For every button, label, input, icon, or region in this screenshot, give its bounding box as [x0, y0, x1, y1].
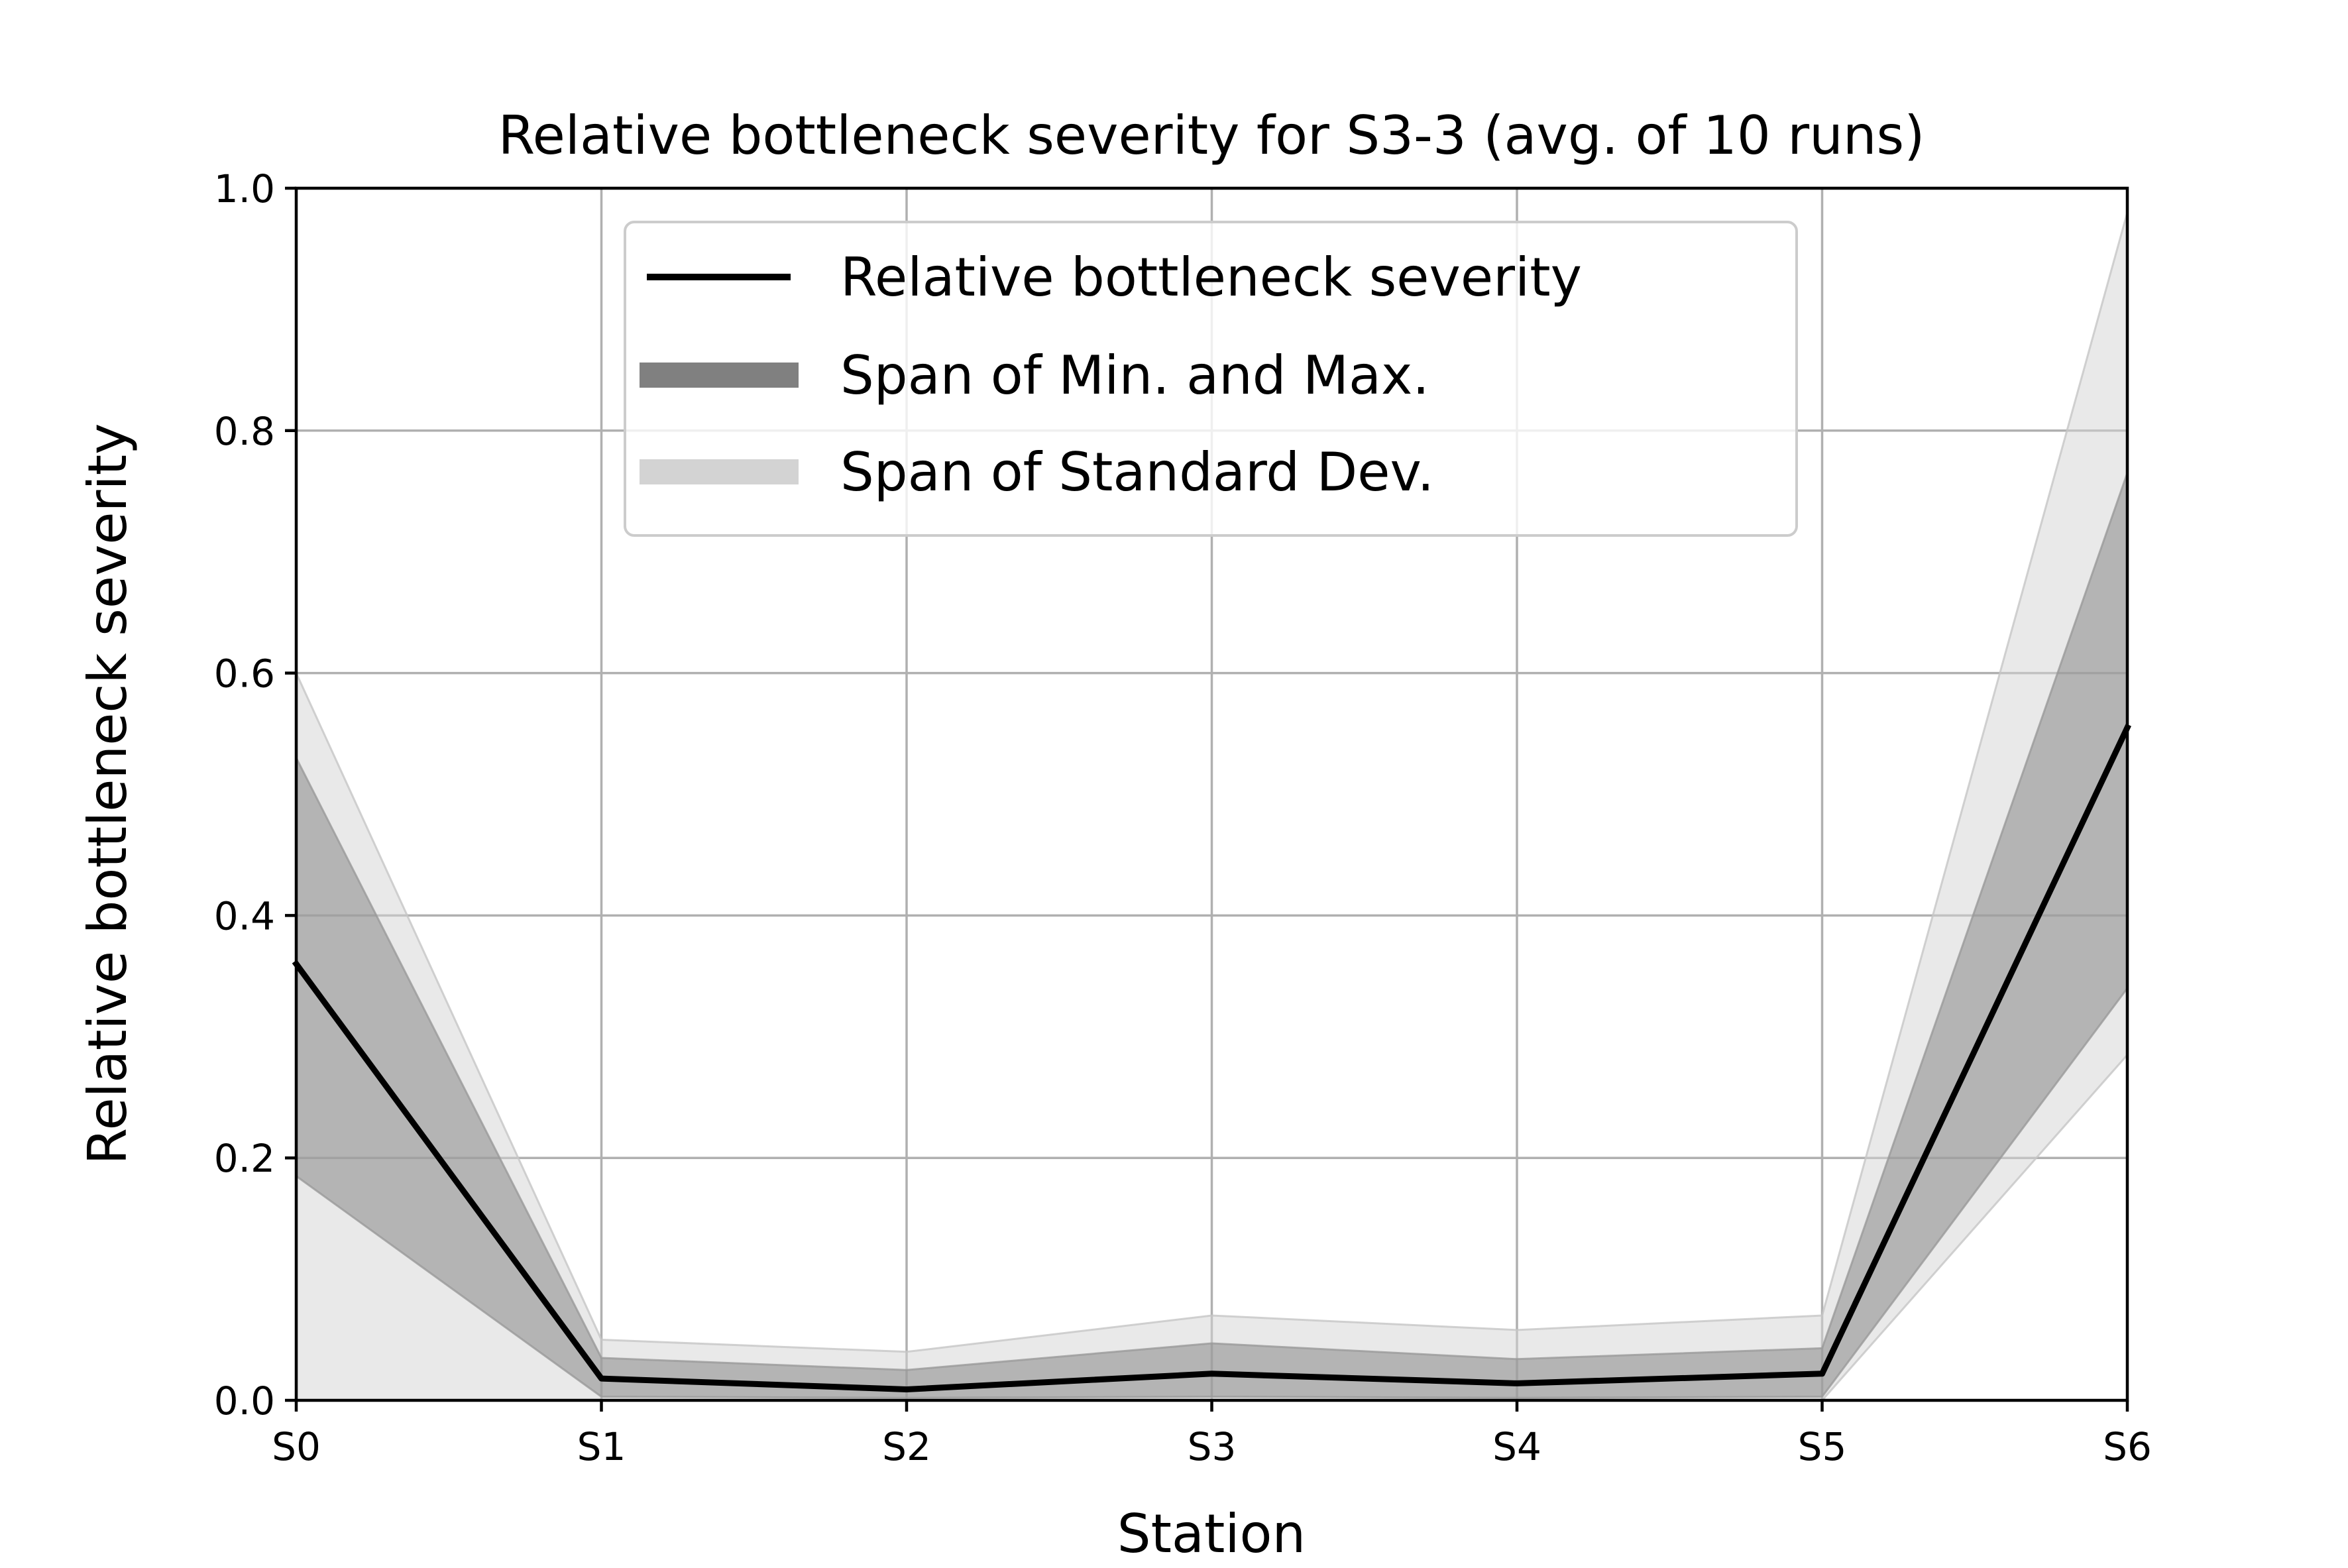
legend-label-std: Span of Standard Dev.	[840, 441, 1434, 503]
y-tick-label: 0.2	[214, 1136, 275, 1181]
y-tick-label: 0.4	[214, 893, 275, 938]
y-tick-label: 1.0	[214, 166, 275, 211]
x-tick-label: S4	[1492, 1424, 1541, 1469]
x-tick-label: S5	[1798, 1424, 1847, 1469]
y-axis-title: Relative bottleneck severity	[77, 423, 139, 1165]
legend-label-line: Relative bottleneck severity	[840, 247, 1582, 308]
x-tick-label: S6	[2103, 1424, 2152, 1469]
y-tick-label: 0.8	[214, 409, 275, 454]
chart-title: Relative bottleneck severity for S3-3 (a…	[498, 105, 1925, 166]
y-tick-label: 0.6	[214, 651, 275, 697]
x-tick-label: S1	[577, 1424, 626, 1469]
legend: Relative bottleneck severity Span of Min…	[625, 222, 1797, 535]
x-tick-label: S2	[882, 1424, 931, 1469]
x-axis-title: Station	[1117, 1503, 1306, 1565]
x-tick-label: S3	[1188, 1424, 1237, 1469]
y-tick-label: 0.0	[214, 1378, 275, 1424]
legend-label-minmax: Span of Min. and Max.	[840, 345, 1429, 406]
x-tick-label: S0	[272, 1424, 321, 1469]
